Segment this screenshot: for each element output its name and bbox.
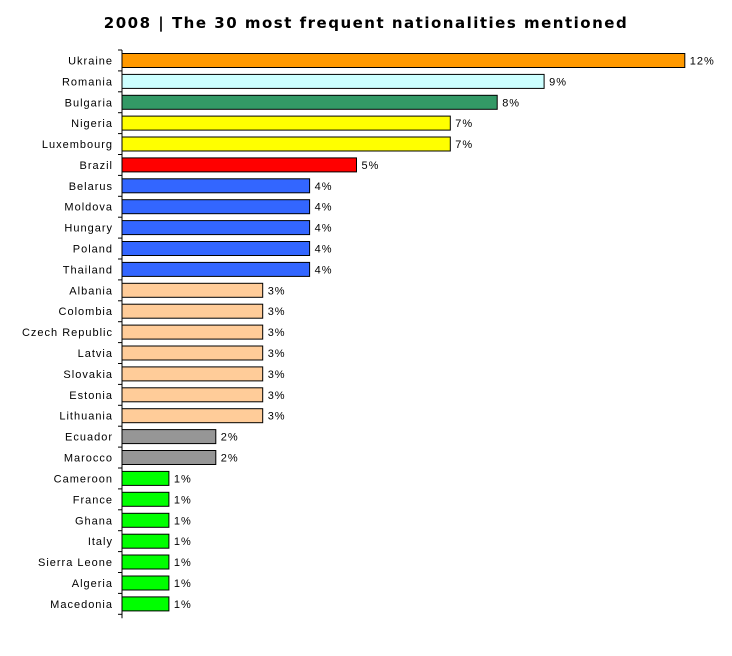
category-label: Cameroon	[54, 473, 113, 485]
bar-sierra-leone	[121, 554, 170, 570]
category-label: Marocco	[64, 453, 113, 465]
category-label: Albania	[69, 285, 113, 297]
category-label: Luxembourg	[42, 139, 113, 151]
value-label: 1%	[174, 473, 192, 485]
category-label: Bulgaria	[65, 97, 113, 109]
value-label: 3%	[268, 411, 286, 423]
category-label: France	[73, 494, 113, 506]
category-label: Macedonia	[50, 599, 113, 611]
category-label: Poland	[73, 244, 113, 256]
bar-algeria	[121, 575, 170, 591]
value-label: 1%	[174, 599, 192, 611]
value-label: 1%	[174, 536, 192, 548]
value-label: 4%	[315, 202, 333, 214]
value-label: 1%	[174, 578, 192, 590]
category-label: Brazil	[79, 160, 113, 172]
bar-thailand	[121, 261, 311, 277]
category-label: Czech Republic	[22, 327, 113, 339]
bar-lithuania	[121, 408, 264, 424]
bar-hungary	[121, 220, 311, 236]
value-label: 1%	[174, 557, 192, 569]
bar-cameroon	[121, 470, 170, 486]
value-label: 12%	[690, 56, 715, 68]
value-label: 4%	[315, 181, 333, 193]
category-label: Lithuania	[59, 411, 113, 423]
value-label: 7%	[455, 118, 473, 130]
bar-slovakia	[121, 366, 264, 382]
value-label: 2%	[221, 432, 239, 444]
category-label: Thailand	[63, 264, 113, 276]
bar-ghana	[121, 512, 170, 528]
category-label: Nigeria	[71, 118, 113, 130]
bar-ukraine	[121, 53, 686, 68]
bar-colombia	[121, 303, 264, 319]
value-label: 3%	[268, 306, 286, 318]
value-label: 7%	[455, 139, 473, 151]
value-label: 4%	[315, 223, 333, 235]
value-label: 8%	[502, 97, 520, 109]
bar-nigeria	[121, 115, 451, 131]
bar-bulgaria	[121, 94, 498, 110]
category-label: Romania	[62, 76, 113, 88]
category-label: Belarus	[69, 181, 113, 193]
bar-luxembourg	[121, 136, 451, 152]
category-label: Ecuador	[65, 432, 113, 444]
bar-albania	[121, 282, 264, 298]
value-label: 3%	[268, 348, 286, 360]
category-label: Ghana	[75, 515, 113, 527]
bar-ecuador	[121, 429, 217, 445]
bar-czech-republic	[121, 324, 264, 340]
value-label: 1%	[174, 515, 192, 527]
category-label: Italy	[88, 536, 113, 548]
chart-title: 2008 | The 30 most frequent nationalitie…	[103, 14, 629, 32]
value-label: 9%	[549, 76, 567, 88]
category-label: Estonia	[69, 390, 113, 402]
value-label: 3%	[268, 285, 286, 297]
value-label: 3%	[268, 327, 286, 339]
value-label: 1%	[174, 494, 192, 506]
bar-brazil	[121, 157, 357, 173]
value-label: 2%	[221, 453, 239, 465]
value-label: 4%	[315, 244, 333, 256]
bar-marocco	[121, 450, 217, 465]
bar-moldova	[121, 199, 311, 215]
category-label: Colombia	[59, 306, 113, 318]
value-label: 3%	[268, 369, 286, 381]
category-label: Moldova	[64, 202, 113, 214]
value-label: 3%	[268, 390, 286, 402]
bar-macedonia	[121, 596, 170, 612]
category-label: Ukraine	[68, 56, 113, 68]
category-label: Hungary	[64, 223, 113, 235]
bar-italy	[121, 533, 170, 549]
value-label: 5%	[362, 160, 380, 172]
bar-belarus	[121, 178, 311, 194]
category-label: Latvia	[78, 348, 113, 360]
bar-latvia	[121, 345, 264, 361]
bar-estonia	[121, 387, 264, 403]
bar-poland	[121, 241, 311, 256]
category-label: Algeria	[72, 578, 113, 590]
bar-france	[121, 491, 170, 507]
category-label: Slovakia	[63, 369, 113, 381]
bar-romania	[121, 73, 545, 89]
category-label: Sierra Leone	[38, 557, 113, 569]
value-label: 4%	[315, 264, 333, 276]
